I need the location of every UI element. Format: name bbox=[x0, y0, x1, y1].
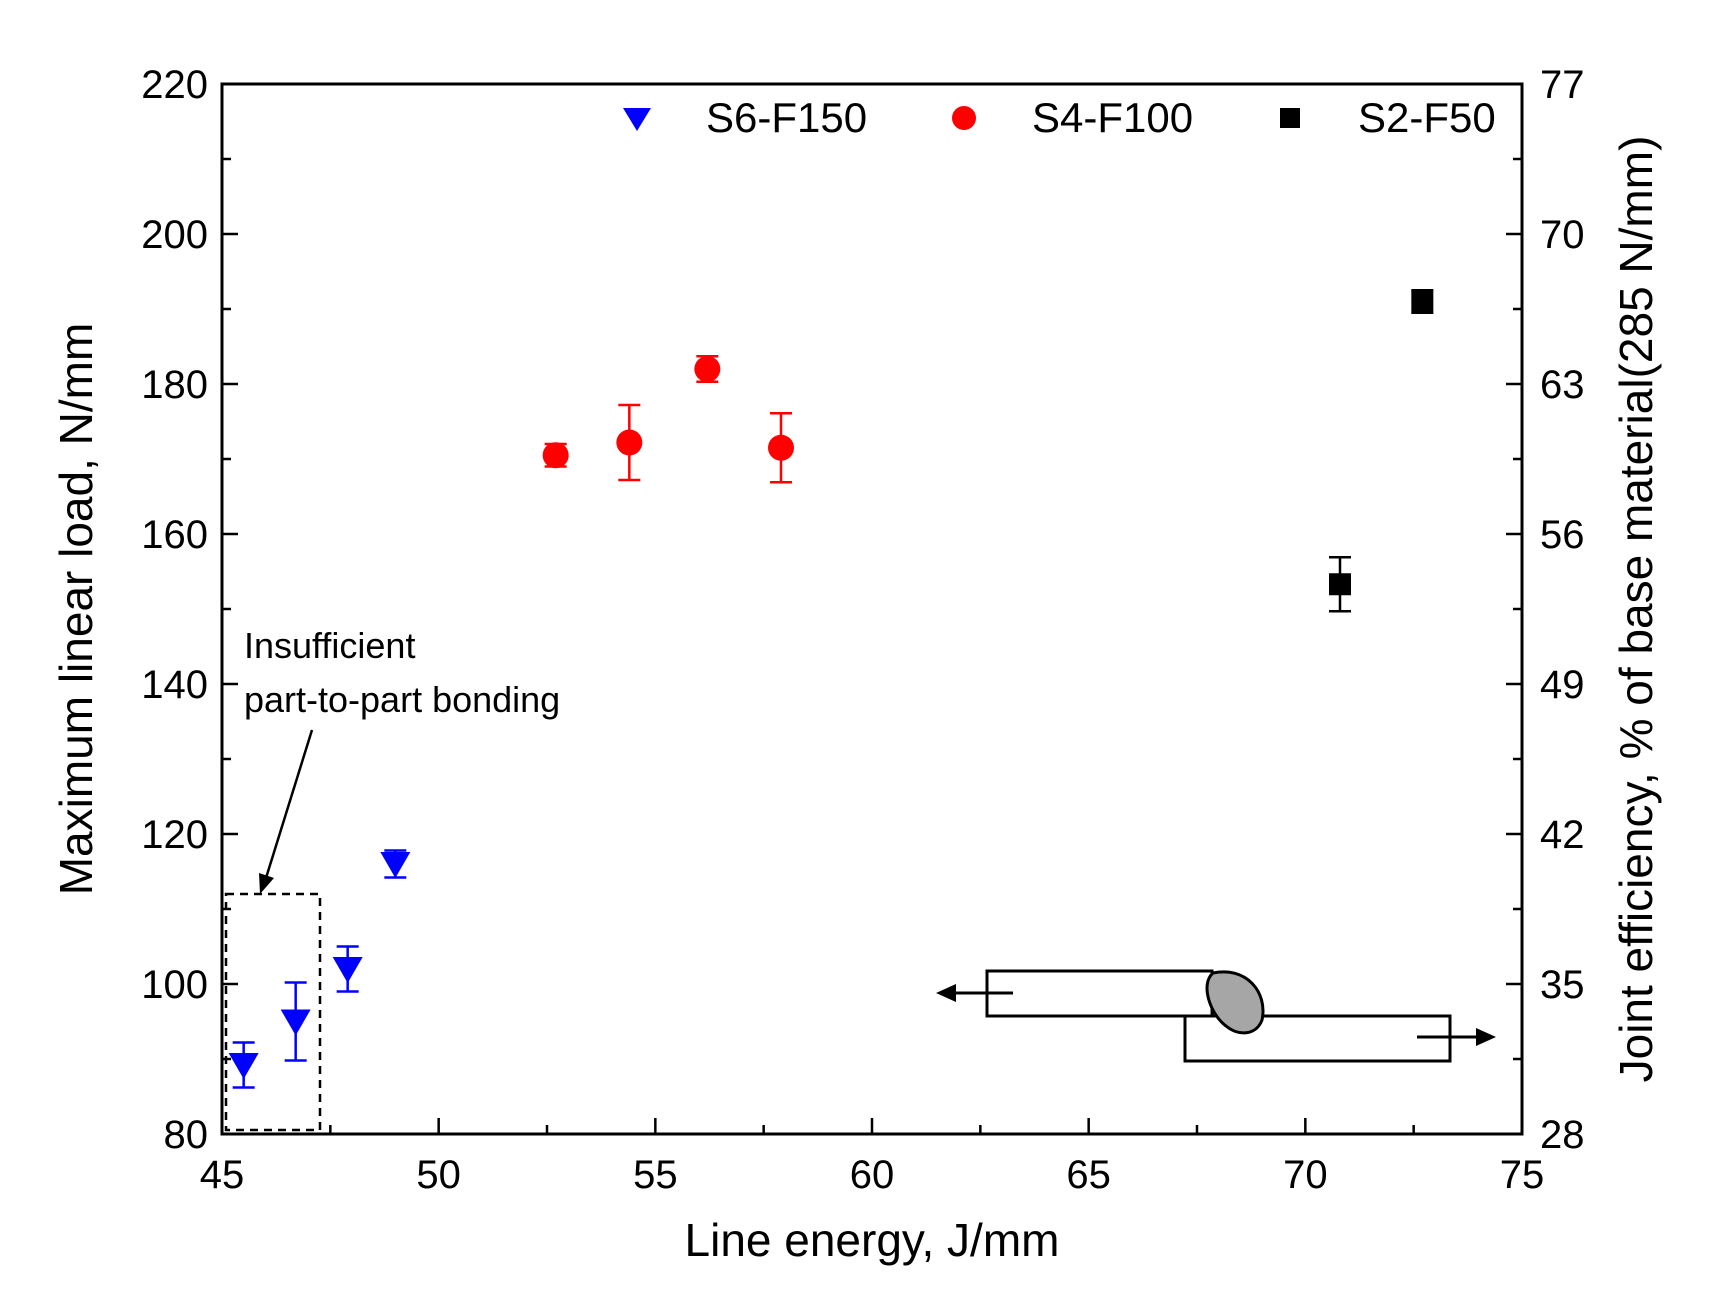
right-arrow-head bbox=[1476, 1028, 1496, 1046]
data-point-circle bbox=[616, 429, 643, 456]
legend-item-s4-f100: S4-F100 bbox=[952, 94, 1193, 141]
legend-label-s4-f100: S4-F100 bbox=[1032, 94, 1193, 141]
data-point-triangle bbox=[380, 852, 411, 878]
data-points bbox=[228, 289, 1434, 1089]
y2-axis-title: Joint efficiency, % of base material(285… bbox=[1610, 136, 1662, 1083]
y2-tick-labels: 28 35 42 49 56 63 70 77 bbox=[1540, 63, 1585, 1157]
legend: S6-F150 S4-F100 S2-F50 bbox=[623, 94, 1496, 141]
y-tick-label: 180 bbox=[141, 363, 208, 407]
data-point-square bbox=[1411, 290, 1434, 313]
data-point-triangle bbox=[332, 957, 363, 983]
data-point-circle bbox=[768, 434, 794, 461]
annotation-arrow-line bbox=[264, 729, 314, 879]
x-tick-label: 50 bbox=[416, 1153, 461, 1197]
series-s6-f150 bbox=[228, 849, 411, 1089]
data-point-triangle bbox=[280, 1009, 311, 1036]
x-axis-title: Line energy, J/mm bbox=[685, 1214, 1060, 1266]
x-tick-label: 70 bbox=[1283, 1153, 1328, 1197]
weld-nugget bbox=[1205, 970, 1265, 1035]
legend-label-s6-f150: S6-F150 bbox=[706, 94, 867, 141]
annotation-line-2: part-to-part bonding bbox=[244, 679, 560, 720]
axis-ticks bbox=[220, 82, 1524, 1136]
y-tick-label: 120 bbox=[141, 813, 208, 857]
data-point-triangle bbox=[228, 1053, 259, 1079]
y-tick-label: 200 bbox=[141, 213, 208, 257]
left-arrow-head bbox=[936, 984, 956, 1002]
insufficient-bonding-annotation: Insufficient part-to-part bonding bbox=[224, 625, 560, 1132]
y-tick-label: 140 bbox=[141, 663, 208, 707]
y-tick-label: 220 bbox=[141, 63, 208, 107]
y2-tick-label: 70 bbox=[1540, 213, 1585, 257]
y2-tick-label: 28 bbox=[1540, 1113, 1585, 1157]
y-tick-label: 160 bbox=[141, 513, 208, 557]
y2-tick-label: 35 bbox=[1540, 963, 1585, 1007]
x-tick-labels: 45 50 55 60 65 70 75 bbox=[200, 1153, 1545, 1197]
insufficient-bonding-box bbox=[224, 892, 322, 1132]
legend-item-s6-f150: S6-F150 bbox=[623, 94, 867, 141]
x-tick-label: 45 bbox=[200, 1153, 245, 1197]
annotation-arrowhead bbox=[259, 873, 274, 894]
y-tick-labels: 80 100 120 140 160 180 200 220 bbox=[141, 63, 208, 1157]
x-tick-label: 75 bbox=[1500, 1153, 1545, 1197]
y2-tick-label: 77 bbox=[1540, 63, 1585, 107]
y2-tick-label: 42 bbox=[1540, 813, 1585, 857]
x-tick-label: 60 bbox=[850, 1153, 895, 1197]
series-s2-f50 bbox=[1329, 289, 1434, 613]
series-s4-f100 bbox=[542, 355, 794, 484]
legend-marker-circle bbox=[952, 106, 976, 130]
legend-label-s2-f50: S2-F50 bbox=[1358, 94, 1496, 141]
y2-tick-label: 63 bbox=[1540, 363, 1585, 407]
legend-marker-square bbox=[1280, 108, 1300, 128]
data-point-circle bbox=[542, 442, 569, 469]
y2-tick-label: 56 bbox=[1540, 513, 1585, 557]
y-tick-label: 100 bbox=[141, 963, 208, 1007]
y-tick-label: 80 bbox=[164, 1113, 209, 1157]
data-point-square bbox=[1329, 573, 1351, 596]
legend-item-s2-f50: S2-F50 bbox=[1280, 94, 1496, 141]
y-axis-title: Maximum linear load, N/mm bbox=[50, 323, 102, 896]
data-point-circle bbox=[694, 356, 721, 382]
annotation-line-1: Insufficient bbox=[244, 625, 415, 666]
x-tick-label: 65 bbox=[1066, 1153, 1111, 1197]
plot-frame bbox=[220, 82, 1524, 1136]
y2-tick-label: 49 bbox=[1540, 663, 1585, 707]
legend-marker-triangle bbox=[623, 108, 651, 131]
upper-plate bbox=[985, 969, 1214, 1018]
x-tick-label: 55 bbox=[633, 1153, 678, 1197]
lap-joint-schematic-icon bbox=[936, 969, 1496, 1063]
